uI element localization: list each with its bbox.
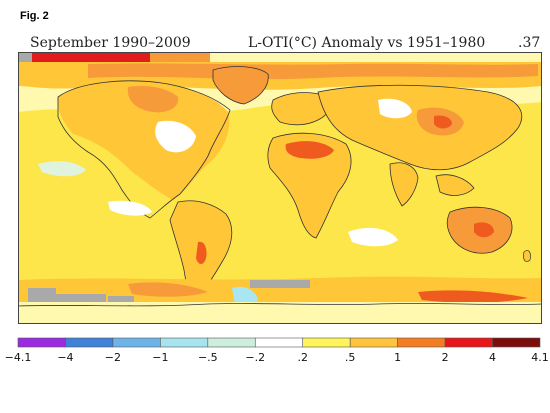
legend-swatch <box>160 337 209 348</box>
legend-tick-label: −.5 <box>197 351 218 364</box>
missing-data-patch-1 <box>28 288 56 302</box>
map-title: L-OTI(°C) Anomaly vs 1951–1980 <box>248 35 486 51</box>
period-label: September 1990–2009 <box>30 35 191 51</box>
legend-swatch <box>112 337 161 348</box>
legend-tick-label: 4.1 <box>531 351 549 364</box>
asia-cool-patch <box>378 98 412 119</box>
legend-swatch <box>254 337 304 348</box>
global-mean-value: .37 <box>518 35 541 51</box>
legend-swatch <box>65 337 114 348</box>
figure-label: Fig. 2 <box>20 10 49 22</box>
legend-swatch <box>17 337 66 348</box>
pacific-cool-patch <box>38 161 86 177</box>
temperature-anomaly-map <box>18 52 542 324</box>
map-frame <box>18 52 542 324</box>
new-zealand <box>523 250 531 262</box>
legend-swatch <box>207 337 256 348</box>
arctic-orange-strip <box>150 52 210 62</box>
north-america-anomaly <box>57 80 230 200</box>
antarctic-cold-patch <box>232 286 258 306</box>
africa-anomaly <box>267 132 352 239</box>
atlantic-white-patch <box>108 200 152 216</box>
north-america-cool-patch <box>155 120 196 153</box>
legend-tick-label: −4 <box>57 351 74 364</box>
canada-hot-spot <box>127 86 179 113</box>
southeast-asia-anomaly <box>435 174 475 196</box>
legend-swatch <box>349 337 398 348</box>
australia-hot-core <box>474 222 494 238</box>
legend-tick-label: 4 <box>489 351 497 364</box>
north-america-outline <box>57 80 231 219</box>
legend-tick-label: −2 <box>104 351 122 364</box>
arctic-hot-band <box>88 63 538 80</box>
missing-data-patch-2 <box>56 294 106 304</box>
legend-tick-label: −4.1 <box>4 351 32 364</box>
southern-ocean-hot-west <box>128 282 208 297</box>
india-anomaly <box>389 162 419 207</box>
legend-swatch <box>492 337 541 348</box>
legend-swatch <box>302 337 351 348</box>
legend-tick-label: 1 <box>394 351 402 364</box>
legend-tick-label: −.2 <box>245 351 266 364</box>
legend-tick-label: 2 <box>441 351 449 364</box>
legend-swatch <box>444 337 493 348</box>
indian-ocean-white-patch <box>348 227 398 247</box>
legend-swatch <box>397 337 446 348</box>
southern-ocean-hot-east <box>418 290 528 303</box>
antarctica-coastline <box>18 303 542 307</box>
missing-data-patch-4 <box>250 280 310 288</box>
legend-tick-label: .2 <box>297 351 308 364</box>
greenland-anomaly <box>212 66 269 105</box>
central-asia-core <box>434 115 452 129</box>
legend-tick-label: .5 <box>344 351 356 364</box>
asia-anomaly <box>317 84 523 171</box>
europe-anomaly <box>271 92 331 126</box>
arctic-red-strip-left <box>30 52 150 62</box>
missing-data-patch-3 <box>108 296 134 304</box>
antarctica-region <box>18 302 542 324</box>
arctic-missing-left <box>18 52 32 64</box>
legend-tick-label: −1 <box>152 351 169 364</box>
sahara-hot-spot <box>285 141 334 159</box>
patagonia-hot-spot <box>196 241 207 264</box>
color-scale-legend <box>17 337 541 348</box>
